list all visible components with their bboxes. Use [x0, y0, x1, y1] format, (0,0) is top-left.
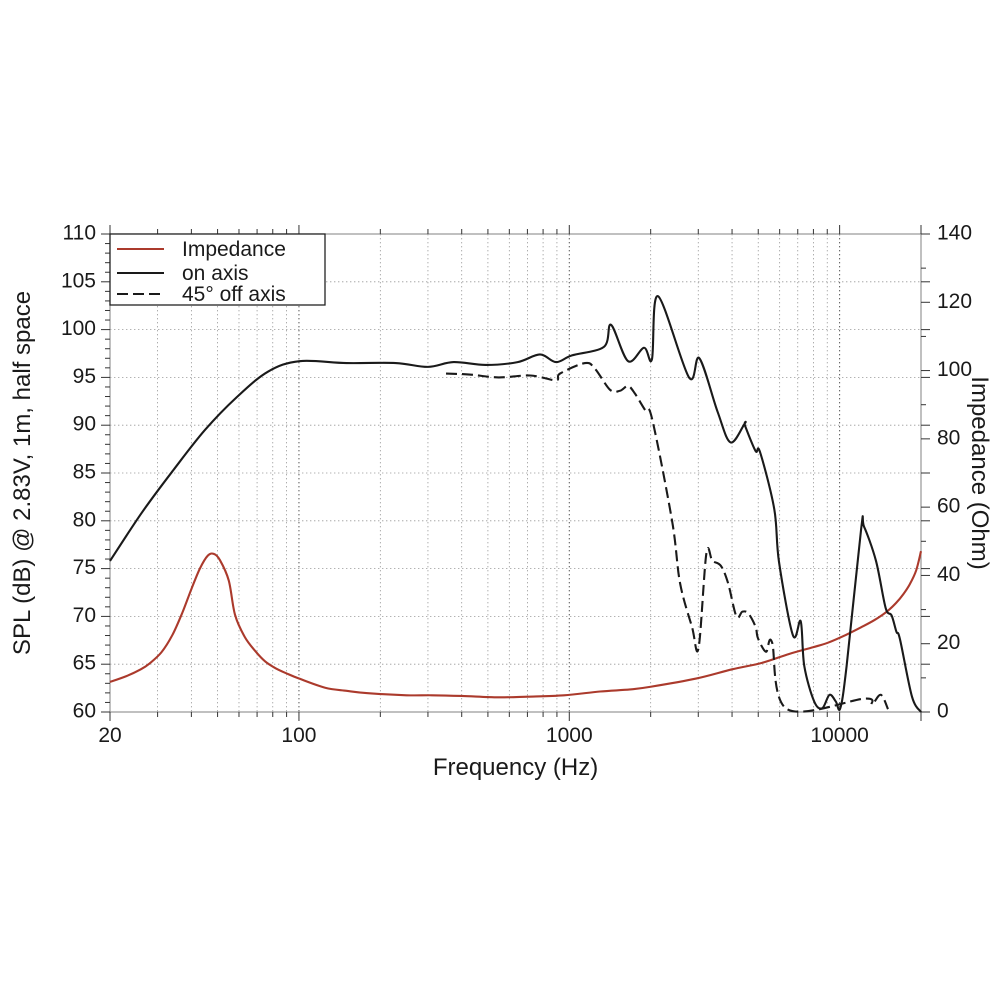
svg-text:65: 65: [73, 652, 96, 675]
svg-text:75: 75: [73, 556, 96, 579]
svg-text:0: 0: [937, 700, 949, 723]
svg-text:20: 20: [937, 631, 960, 654]
svg-text:Impedance (Ohm): Impedance (Ohm): [966, 376, 993, 569]
svg-text:80: 80: [937, 426, 960, 449]
svg-text:80: 80: [73, 508, 96, 531]
svg-text:105: 105: [61, 269, 96, 292]
svg-text:110: 110: [63, 222, 96, 245]
svg-text:85: 85: [73, 461, 96, 484]
svg-text:40: 40: [937, 563, 960, 586]
svg-text:100: 100: [281, 724, 316, 747]
svg-text:60: 60: [73, 700, 96, 723]
svg-text:70: 70: [73, 604, 96, 627]
svg-text:60: 60: [937, 495, 960, 518]
svg-text:SPL (dB) @ 2.83V, 1m, half spa: SPL (dB) @ 2.83V, 1m, half space: [9, 291, 36, 655]
svg-text:95: 95: [73, 365, 96, 388]
svg-text:Frequency (Hz): Frequency (Hz): [433, 754, 598, 781]
svg-text:Impedance: Impedance: [182, 238, 286, 261]
svg-text:100: 100: [61, 317, 96, 340]
svg-text:90: 90: [73, 413, 96, 436]
svg-text:1000: 1000: [546, 724, 593, 747]
svg-text:45° off axis: 45° off axis: [182, 283, 286, 306]
svg-text:20: 20: [98, 724, 121, 747]
svg-text:on axis: on axis: [182, 262, 249, 285]
svg-text:140: 140: [937, 222, 972, 245]
svg-text:10000: 10000: [810, 724, 868, 747]
svg-text:120: 120: [937, 290, 972, 313]
